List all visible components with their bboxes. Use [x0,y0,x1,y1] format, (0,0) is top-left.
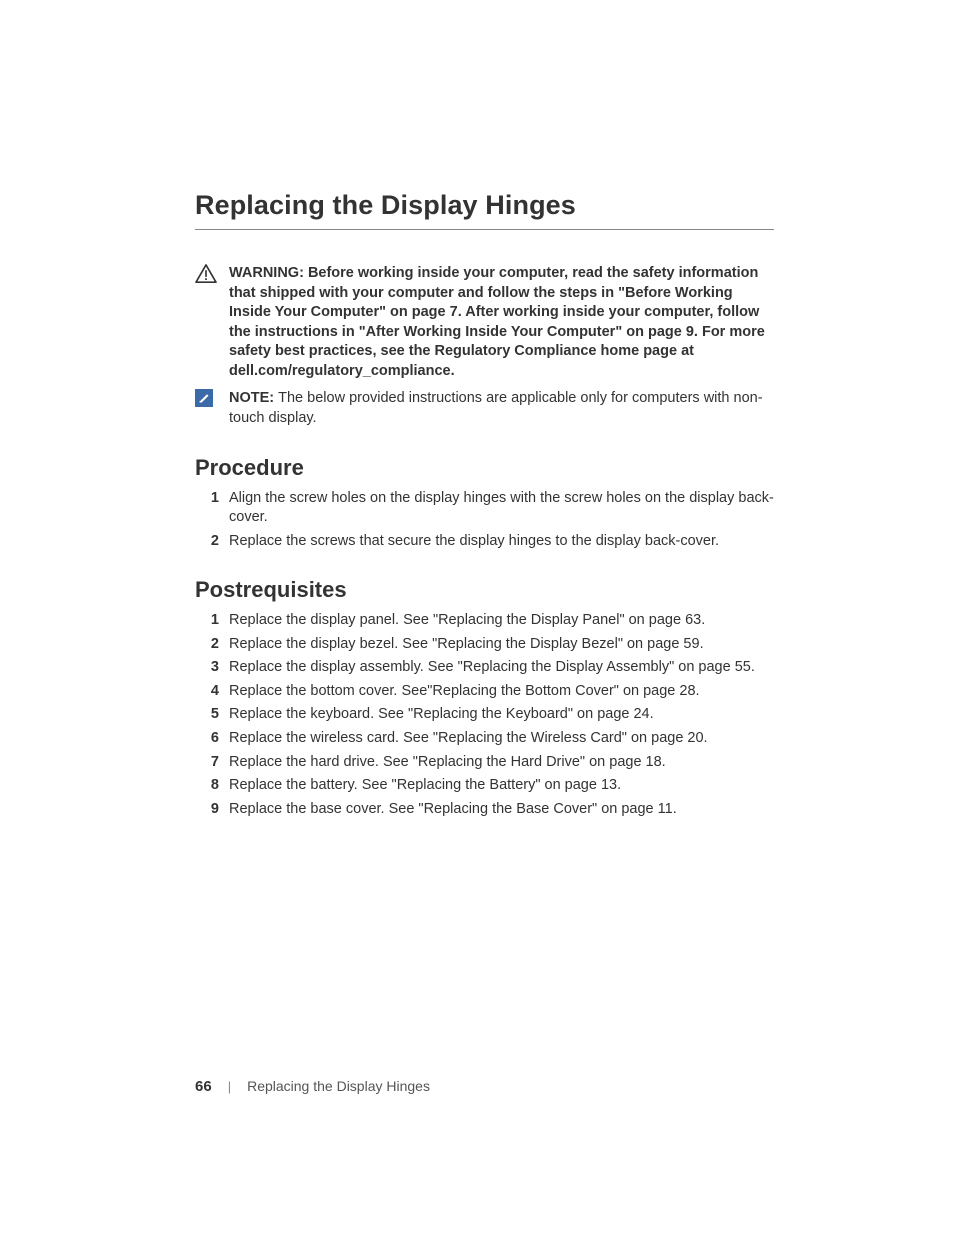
note-text: NOTE: The below provided instructions ar… [229,389,774,428]
list-item: Replace the display assembly. See "Repla… [195,658,774,678]
note-icon-col [195,389,229,407]
warning-icon-col [195,264,229,284]
note-body: The below provided instructions are appl… [229,390,763,426]
postreq-heading: Postrequisites [195,577,774,603]
list-item: Replace the display panel. See "Replacin… [195,611,774,631]
warning-callout: WARNING: Before working inside your comp… [195,264,774,381]
procedure-list: Align the screw holes on the display hin… [195,489,774,552]
note-lead: NOTE: [229,390,278,406]
footer-section: Replacing the Display Hinges [247,1078,430,1094]
title-rule [195,229,774,230]
list-item: Align the screw holes on the display hin… [195,489,774,528]
list-item: Replace the screws that secure the displ… [195,532,774,552]
list-item: Replace the keyboard. See "Replacing the… [195,705,774,725]
warning-lead: WARNING: [229,265,308,281]
list-item: Replace the wireless card. See "Replacin… [195,729,774,749]
warning-icon [195,264,217,284]
list-item: Replace the battery. See "Replacing the … [195,776,774,796]
page-title: Replacing the Display Hinges [195,190,774,221]
warning-body: Before working inside your computer, rea… [229,265,765,379]
list-item: Replace the hard drive. See "Replacing t… [195,753,774,773]
warning-text: WARNING: Before working inside your comp… [229,264,774,381]
postreq-list: Replace the display panel. See "Replacin… [195,611,774,819]
page-footer: 66 | Replacing the Display Hinges [195,1078,430,1095]
note-icon [195,389,213,407]
procedure-heading: Procedure [195,455,774,481]
page: Replacing the Display Hinges WARNING: Be… [0,0,954,1235]
footer-separator: | [228,1079,231,1094]
list-item: Replace the display bezel. See "Replacin… [195,635,774,655]
list-item: Replace the bottom cover. See"Replacing … [195,682,774,702]
page-number: 66 [195,1078,212,1095]
list-item: Replace the base cover. See "Replacing t… [195,800,774,820]
note-callout: NOTE: The below provided instructions ar… [195,389,774,428]
